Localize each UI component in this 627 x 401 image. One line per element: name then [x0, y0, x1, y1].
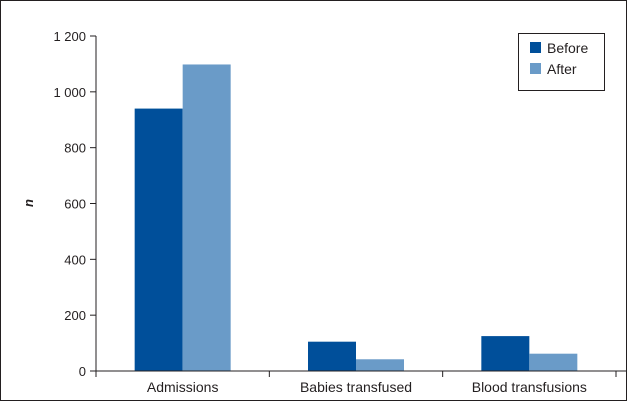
y-axis: 0 200 400 600 800 1 000 1 200 [53, 29, 97, 379]
y-tick-label: 800 [64, 141, 86, 156]
y-tick-label: 600 [64, 197, 86, 212]
bar-before [134, 108, 183, 371]
bar-before [481, 336, 530, 371]
x-axis: Admissions Babies transfused Blood transfu… [95, 370, 627, 395]
bar-after [356, 359, 404, 371]
y-axis-label: n [21, 199, 36, 207]
y-tick-label: 1 200 [53, 29, 86, 44]
bar-after [182, 64, 231, 371]
bars [134, 64, 578, 371]
x-tick-label: Admissions [147, 379, 219, 395]
legend-swatch-after [530, 63, 541, 74]
bar-before [308, 341, 356, 371]
y-tick-label: 400 [64, 252, 86, 267]
legend-swatch-before [530, 42, 541, 53]
legend-label-before: Before [547, 40, 588, 56]
legend-label-after: After [547, 61, 577, 77]
legend: Before After [518, 33, 605, 91]
bar-after [529, 353, 578, 371]
y-tick-label: 1 000 [53, 85, 86, 100]
y-tick-label: 0 [79, 364, 86, 379]
x-tick-label: Babies transfused [300, 379, 412, 395]
x-tick-label: Blood transfusions [472, 379, 587, 395]
y-tick-label: 200 [64, 308, 86, 323]
